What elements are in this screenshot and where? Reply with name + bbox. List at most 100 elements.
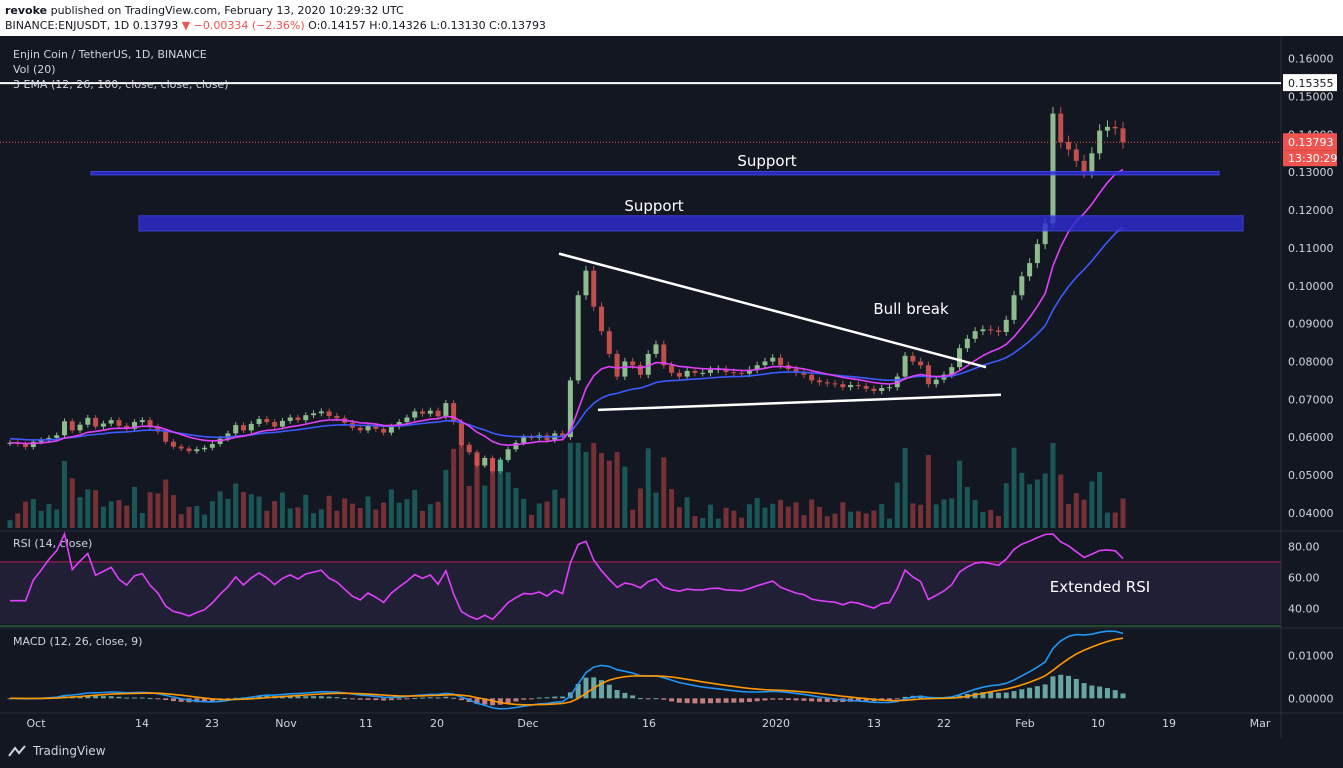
volume-bar [194, 506, 200, 528]
macd-histogram-bar [832, 698, 838, 702]
volume-bar [295, 507, 301, 528]
volume-bar [85, 489, 91, 528]
brand-name: TradingView [33, 744, 106, 758]
brand[interactable]: TradingView [7, 744, 106, 758]
macd-histogram-bar [311, 696, 317, 699]
macd-histogram-bar [684, 698, 690, 704]
price-tick-label: 0.11000 [1288, 242, 1334, 255]
candle-body [793, 369, 799, 373]
chart-canvas[interactable]: 0.160000.150000.140000.130000.120000.110… [0, 36, 1343, 738]
candle-body [848, 384, 854, 388]
volume-bar [552, 489, 558, 528]
volume-bar [715, 518, 721, 528]
candle-body [707, 369, 713, 373]
candle-body [544, 435, 550, 441]
ema-legend: 3 EMA (12, 26, 100, close, close, close) [13, 78, 229, 91]
volume-bar [287, 508, 293, 528]
candle-body [451, 403, 457, 423]
price-tick-label: 0.15000 [1288, 91, 1334, 104]
volume-bar [894, 482, 900, 528]
candle-body [139, 420, 145, 423]
candle-body [240, 425, 246, 431]
volume-bar [30, 499, 36, 528]
price-tick-label: 0.16000 [1288, 53, 1334, 66]
macd-histogram-bar [349, 698, 355, 700]
volume-bar [1034, 479, 1040, 528]
rsi-tick-label: 80.00 [1288, 540, 1320, 553]
macd-histogram-bar [1120, 693, 1126, 699]
volume-bar [1019, 472, 1025, 528]
candle-body [645, 353, 651, 375]
volume-bar [381, 502, 387, 528]
candle-body [116, 420, 122, 426]
macd-histogram-bar [606, 684, 612, 699]
macd-histogram-bar [318, 696, 324, 699]
rsi-line [10, 531, 1124, 621]
signal-line [10, 637, 1124, 706]
volume-bar [311, 513, 317, 528]
volume-bar [178, 514, 184, 528]
candle-body [957, 348, 963, 368]
candle-body [505, 449, 511, 460]
rsi-tick-label: 40.00 [1288, 602, 1320, 615]
macd-histogram-bar [1011, 691, 1017, 699]
candle-body [209, 443, 215, 448]
macd-histogram-bar [770, 698, 776, 700]
macd-histogram-bar [707, 698, 713, 704]
candle-body [373, 425, 379, 429]
time-tick-label: 11 [359, 717, 373, 730]
volume-bar [256, 496, 262, 528]
volume-bar [824, 516, 830, 528]
price-tick-label: 0.08000 [1288, 355, 1334, 368]
volume-bar [116, 500, 122, 528]
macd-histogram-bar [474, 698, 480, 705]
countdown-label: 13:30:29 [1288, 152, 1337, 165]
candle-body [560, 433, 566, 438]
support-label-lower: Support [624, 197, 683, 215]
price-tick-label: 0.12000 [1288, 204, 1334, 217]
triangle-lower-line [597, 393, 1002, 412]
time-tick-label: Dec [517, 717, 538, 730]
publisher-name[interactable]: revoke [5, 4, 48, 17]
volume-bar [972, 500, 978, 528]
candle-body [762, 361, 768, 366]
volume-bar [474, 456, 480, 528]
candle-body [54, 435, 60, 438]
volume-bar [653, 492, 659, 528]
candle-body [124, 425, 130, 429]
macd-histogram-bar [443, 696, 449, 699]
candle-body [1066, 141, 1072, 150]
volume-bar [567, 443, 573, 528]
candle-body [567, 380, 573, 438]
time-tick-label: Nov [275, 717, 297, 730]
macd-histogram-bar [614, 690, 620, 699]
volume-bar [762, 507, 768, 528]
candle-body [318, 411, 324, 414]
rsi-tick-label: 60.00 [1288, 571, 1320, 584]
candle-body [606, 331, 612, 354]
candle-body [1042, 223, 1048, 245]
macd-histogram-bar [100, 696, 106, 699]
symbol-label: BINANCE:ENJUSDT, 1D [5, 19, 130, 32]
macd-histogram-bar [863, 698, 869, 702]
macd-histogram-bar [700, 698, 706, 704]
volume-bar [1081, 499, 1087, 528]
macd-histogram-bar [124, 697, 130, 699]
volume-bar [490, 458, 496, 528]
price-tick-label: 0.05000 [1288, 469, 1334, 482]
candle-body [132, 422, 138, 429]
macd-histogram-bar [521, 698, 527, 700]
time-tick-label: 16 [642, 717, 656, 730]
volume-bar [583, 452, 589, 528]
macd-histogram-bar [653, 698, 659, 700]
candle-body [925, 365, 931, 385]
volume-bar [217, 491, 223, 528]
candle-body [700, 372, 706, 374]
volume-bar [7, 520, 13, 528]
time-tick-label: 14 [135, 717, 149, 730]
macd-histogram-bar [762, 698, 768, 701]
candle-body [1112, 126, 1118, 129]
candle-body [614, 353, 620, 377]
volume-bar [15, 513, 21, 528]
macd-histogram-bar [303, 696, 309, 699]
